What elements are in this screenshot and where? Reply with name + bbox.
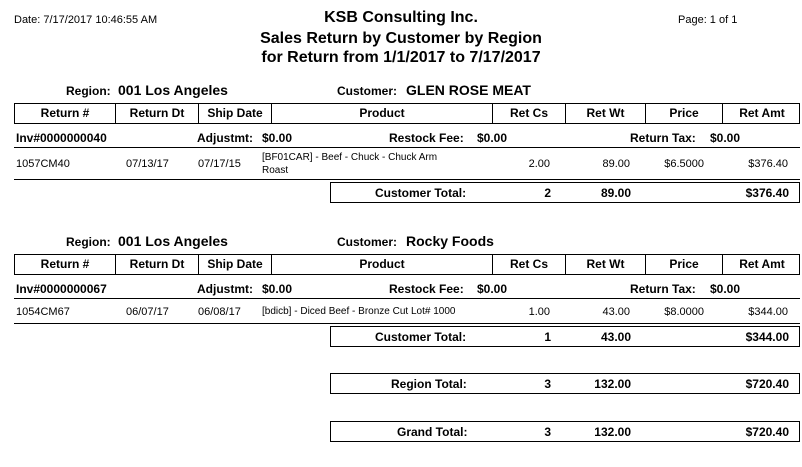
col-ret-wt: Ret Wt xyxy=(566,255,646,274)
column-header-row: Return # Return Dt Ship Date Product Ret… xyxy=(14,103,800,124)
ship-date: 06/08/17 xyxy=(198,306,241,318)
col-ret-cs: Ret Cs xyxy=(493,104,566,123)
customer-total-amt: $344.00 xyxy=(745,330,789,344)
price-value: $8.0000 xyxy=(664,306,704,318)
grand-total-label: Grand Total: xyxy=(397,425,468,439)
col-product: Product xyxy=(272,255,493,274)
invoice-number: Inv#0000000067 xyxy=(16,282,107,296)
product-name: [bdicb] - Diced Beef - Bronze Cut Lot# 1… xyxy=(262,306,456,317)
customer-total-wt: 89.00 xyxy=(600,186,631,200)
grand-total-cs: 3 xyxy=(544,425,551,439)
customer-total-cs: 2 xyxy=(544,186,551,200)
return-date: 07/13/17 xyxy=(126,158,169,170)
grand-total-row: Grand Total: 3 132.00 $720.40 xyxy=(330,421,800,442)
ret-amt-value: $376.40 xyxy=(748,158,788,170)
region-label: Region: xyxy=(66,84,111,98)
customer-total-wt: 43.00 xyxy=(600,330,631,344)
region-value: 001 Los Angeles xyxy=(118,233,228,249)
col-ship-date: Ship Date xyxy=(199,104,272,123)
col-return-dt: Return Dt xyxy=(116,255,199,274)
customer-total-label: Customer Total: xyxy=(375,330,467,344)
restock-fee-label: Restock Fee: xyxy=(389,282,464,296)
return-number: 1057CM40 xyxy=(16,158,70,170)
region-total-wt: 132.00 xyxy=(594,377,631,391)
company-name: KSB Consulting Inc. xyxy=(324,9,478,26)
return-date: 06/07/17 xyxy=(126,306,169,318)
return-number: 1054CM67 xyxy=(16,306,70,318)
price-value: $6.5000 xyxy=(664,158,704,170)
customer-label: Customer: xyxy=(337,84,398,98)
print-date: Date: 7/17/2017 10:46:55 AM xyxy=(14,14,158,26)
ship-date: 07/17/15 xyxy=(198,158,241,170)
col-return-no: Return # xyxy=(15,255,116,274)
col-price: Price xyxy=(646,104,723,123)
adjustment-label: Adjustmt: xyxy=(197,282,253,296)
col-ret-amt: Ret Amt xyxy=(739,257,785,271)
ret-cs-value: 1.00 xyxy=(528,306,550,318)
col-ret-amt: Ret Amt xyxy=(739,106,785,120)
page-number: Page: 1 of 1 xyxy=(678,14,738,26)
grand-total-amt: $720.40 xyxy=(745,425,789,439)
col-product: Product xyxy=(272,104,493,123)
col-ret-wt: Ret Wt xyxy=(566,104,646,123)
customer-value: GLEN ROSE MEAT xyxy=(406,82,531,98)
grand-total-wt: 132.00 xyxy=(594,425,631,439)
product-name: [BF01CAR] - Beef - Chuck - Chuck Arm xyxy=(262,152,438,163)
row-divider xyxy=(14,323,800,324)
invoice-number: Inv#0000000040 xyxy=(16,131,107,145)
return-tax-value: $0.00 xyxy=(710,282,741,296)
product-name-cont: Roast xyxy=(262,165,289,176)
customer-label: Customer: xyxy=(337,235,398,249)
ret-wt-value: 89.00 xyxy=(602,158,630,170)
row-divider xyxy=(14,179,800,180)
region-total-cs: 3 xyxy=(544,377,551,391)
row-divider xyxy=(14,147,800,148)
ret-cs-value: 2.00 xyxy=(528,158,550,170)
adjustment-label: Adjustmt: xyxy=(197,131,253,145)
adjustment-value: $0.00 xyxy=(262,131,293,145)
report-title: Sales Return by Customer by Region xyxy=(260,30,542,47)
region-value: 001 Los Angeles xyxy=(118,82,228,98)
customer-value: Rocky Foods xyxy=(406,233,494,249)
adjustment-value: $0.00 xyxy=(262,282,293,296)
restock-fee-value: $0.00 xyxy=(477,282,508,296)
row-divider xyxy=(14,298,800,299)
ret-wt-value: 43.00 xyxy=(602,306,630,318)
customer-total-cs: 1 xyxy=(544,330,551,344)
col-ret-cs: Ret Cs xyxy=(493,255,566,274)
customer-total-amt: $376.40 xyxy=(745,186,789,200)
restock-fee-value: $0.00 xyxy=(477,131,508,145)
report-date-range: for Return from 1/1/2017 to 7/17/2017 xyxy=(261,49,541,66)
region-total-amt: $720.40 xyxy=(745,377,789,391)
customer-total-label: Customer Total: xyxy=(375,186,467,200)
col-price: Price xyxy=(646,255,723,274)
col-return-no: Return # xyxy=(15,104,116,123)
region-total-label: Region Total: xyxy=(391,377,467,391)
restock-fee-label: Restock Fee: xyxy=(389,131,464,145)
return-tax-value: $0.00 xyxy=(710,131,741,145)
return-tax-label: Return Tax: xyxy=(630,131,696,145)
customer-total-row: Customer Total: 2 89.00 $376.40 xyxy=(330,182,800,203)
region-label: Region: xyxy=(66,235,111,249)
col-ship-date: Ship Date xyxy=(199,255,272,274)
region-total-row: Region Total: 3 132.00 $720.40 xyxy=(330,373,800,394)
return-tax-label: Return Tax: xyxy=(630,282,696,296)
customer-total-row: Customer Total: 1 43.00 $344.00 xyxy=(330,326,800,347)
column-header-row: Return # Return Dt Ship Date Product Ret… xyxy=(14,254,800,275)
ret-amt-value: $344.00 xyxy=(748,306,788,318)
col-return-dt: Return Dt xyxy=(116,104,199,123)
